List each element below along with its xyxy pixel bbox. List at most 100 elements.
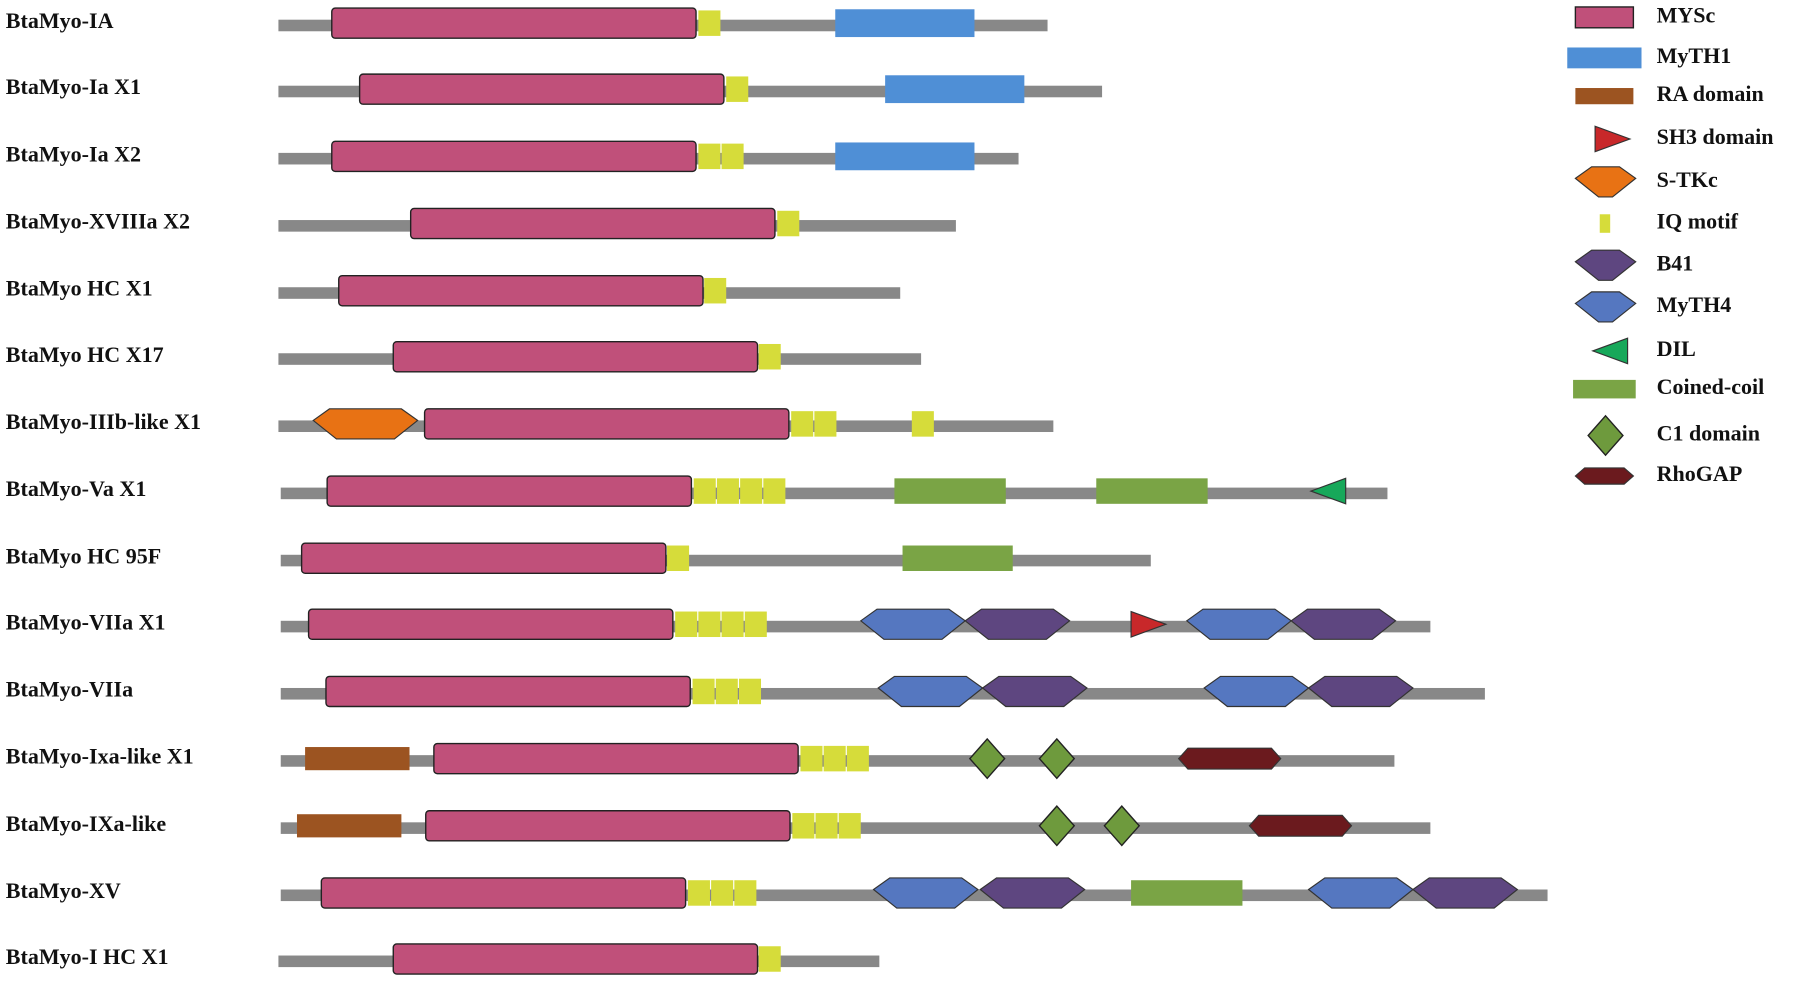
mysc-domain (392, 340, 759, 373)
backbone (280, 620, 1431, 633)
mysc-domain (331, 140, 697, 173)
iq-motif (740, 478, 763, 504)
legend-icon (1575, 88, 1634, 105)
coiled-coil-domain (894, 478, 1006, 504)
b41-domain (1412, 877, 1519, 909)
iq-motif (792, 813, 815, 839)
legend-label: DIL (1657, 336, 1696, 361)
iq-motif (758, 343, 781, 370)
iq-motif (911, 411, 934, 437)
legend-label: RhoGAP (1657, 461, 1743, 486)
legend-label: MyTH4 (1657, 292, 1732, 317)
legend-label: IQ motif (1657, 209, 1739, 234)
myth4-domain (1185, 608, 1293, 640)
mysc-domain (326, 475, 693, 507)
mysc-domain (307, 608, 674, 641)
mysc-domain (425, 810, 791, 842)
row-label: BtaMyo-IA (6, 8, 114, 33)
backbone (280, 487, 1388, 500)
iq-motif (698, 611, 721, 638)
b41-domain (1290, 608, 1397, 640)
c1-domain (1038, 805, 1076, 847)
c1-domain (1103, 805, 1141, 847)
row-label: BtaMyo-XVIIIa X2 (6, 209, 190, 234)
mysc-domain (331, 7, 697, 39)
rhogap-domain (1177, 747, 1282, 770)
iq-motif (838, 813, 861, 839)
ra-domain (296, 814, 402, 838)
iq-motif (721, 611, 744, 638)
sh3-domain (1130, 610, 1168, 638)
row-label: BtaMyo-Ia X2 (6, 141, 141, 166)
iq-motif (675, 611, 698, 638)
mysc-domain (300, 542, 667, 575)
iq-motif (687, 880, 710, 906)
iq-motif (846, 745, 869, 772)
legend-icon (1573, 379, 1636, 399)
legend-label: MyTH1 (1657, 43, 1732, 68)
iq-motif (726, 76, 749, 102)
legend-label: SH3 domain (1657, 124, 1774, 149)
row-label: BtaMyo HC 95F (6, 543, 161, 568)
row-label: BtaMyo-I HC X1 (6, 944, 169, 969)
c1-domain (968, 737, 1006, 780)
legend-icon (1599, 214, 1611, 233)
myth1-domain (835, 9, 975, 38)
iq-motif (823, 745, 846, 772)
backbone (280, 554, 1151, 567)
iq-motif (800, 745, 823, 772)
mysc-domain (409, 207, 776, 240)
ra-domain (305, 747, 410, 771)
b41-domain (979, 877, 1086, 909)
legend-icon (1574, 6, 1635, 29)
b41-domain (964, 608, 1071, 640)
mysc-domain (423, 408, 790, 440)
legend-label: S-TKc (1657, 167, 1718, 192)
legend-icon (1587, 414, 1624, 457)
legend-icon (1574, 166, 1637, 198)
legend-icon (1574, 467, 1635, 485)
row-label: BtaMyo-Ia X1 (6, 74, 141, 99)
mysc-domain (325, 675, 691, 708)
mysc-domain (338, 274, 704, 307)
coiled-coil-domain (1096, 478, 1208, 504)
iq-motif (667, 545, 690, 571)
mysc-domain (392, 943, 759, 975)
iq-motif (763, 478, 786, 504)
row-label: BtaMyo-Va X1 (6, 476, 147, 501)
myth1-domain (835, 142, 975, 171)
mysc-domain (433, 742, 799, 775)
b41-domain (1307, 675, 1414, 708)
row-label: BtaMyo-XV (6, 878, 121, 903)
legend-label: MYSc (1657, 2, 1716, 27)
iq-motif (698, 10, 721, 36)
legend-label: B41 (1657, 250, 1694, 275)
mysc-domain (320, 877, 687, 909)
iq-motif (777, 210, 800, 237)
legend-icon (1591, 337, 1629, 365)
myth4-domain (1307, 877, 1414, 909)
legend-label: RA domain (1657, 81, 1764, 106)
iq-motif (758, 946, 781, 972)
coiled-coil-domain (1131, 880, 1243, 906)
iq-motif (721, 143, 744, 170)
row-label: BtaMyo-IXa-like (6, 811, 167, 836)
iq-motif (716, 478, 739, 504)
coiled-coil-domain (902, 545, 1013, 571)
iq-motif (698, 143, 721, 170)
dil-domain (1309, 477, 1347, 505)
row-label: BtaMyo-VIIa X1 (6, 609, 166, 634)
legend-icon (1574, 291, 1637, 323)
stkc-domain (312, 408, 419, 440)
myth4-domain (877, 675, 984, 708)
rhogap-domain (1248, 814, 1353, 837)
legend-icon (1594, 125, 1632, 153)
myth1-domain (885, 75, 1025, 104)
legend-icon (1574, 249, 1637, 281)
myth4-domain (859, 608, 967, 640)
iq-motif (791, 411, 814, 437)
iq-motif (734, 880, 757, 906)
myth4-domain (872, 877, 979, 909)
legend-label: C1 domain (1657, 421, 1760, 446)
